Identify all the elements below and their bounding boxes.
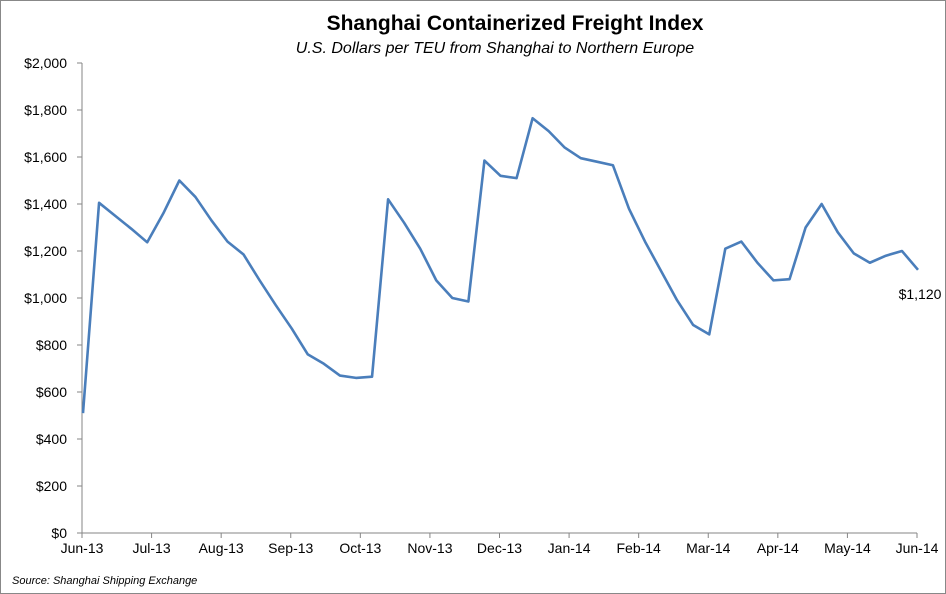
- x-tick-label: Jun-14: [896, 540, 939, 556]
- y-tick-label: $1,600: [24, 149, 67, 165]
- y-tick-label: $800: [36, 337, 67, 353]
- x-tick-label: Feb-14: [616, 540, 661, 556]
- x-tick-label: Nov-13: [407, 540, 452, 556]
- y-tick-label: $0: [51, 525, 67, 541]
- x-tick-label: Apr-14: [757, 540, 799, 556]
- y-tick-label: $1,800: [24, 102, 67, 118]
- y-tick-label: $1,400: [24, 196, 67, 212]
- source-note: Source: Shanghai Shipping Exchange: [12, 575, 197, 587]
- chart-subtitle: U.S. Dollars per TEU from Shanghai to No…: [296, 40, 695, 57]
- x-tick-label: May-14: [824, 540, 871, 556]
- x-tick-label: Jan-14: [548, 540, 591, 556]
- series-line: [81, 116, 919, 414]
- y-tick-label: $1,000: [24, 290, 67, 306]
- x-tick-label: Jul-13: [133, 540, 171, 556]
- y-tick-label: $600: [36, 384, 67, 400]
- x-tick-label: Jun-13: [61, 540, 104, 556]
- end-value-label: $1,120: [899, 286, 942, 302]
- y-tick-label: $2,000: [24, 55, 67, 71]
- x-tick-label: Dec-13: [477, 540, 522, 556]
- y-tick-label: $1,200: [24, 243, 67, 259]
- x-tick-label: Oct-13: [339, 540, 381, 556]
- x-tick-label: Mar-14: [686, 540, 731, 556]
- x-tick-label: Aug-13: [199, 540, 244, 556]
- chart-title: Shanghai Containerized Freight Index: [327, 12, 704, 35]
- y-tick-label: $200: [36, 478, 67, 494]
- y-tick-label: $400: [36, 431, 67, 447]
- x-tick-label: Sep-13: [268, 540, 313, 556]
